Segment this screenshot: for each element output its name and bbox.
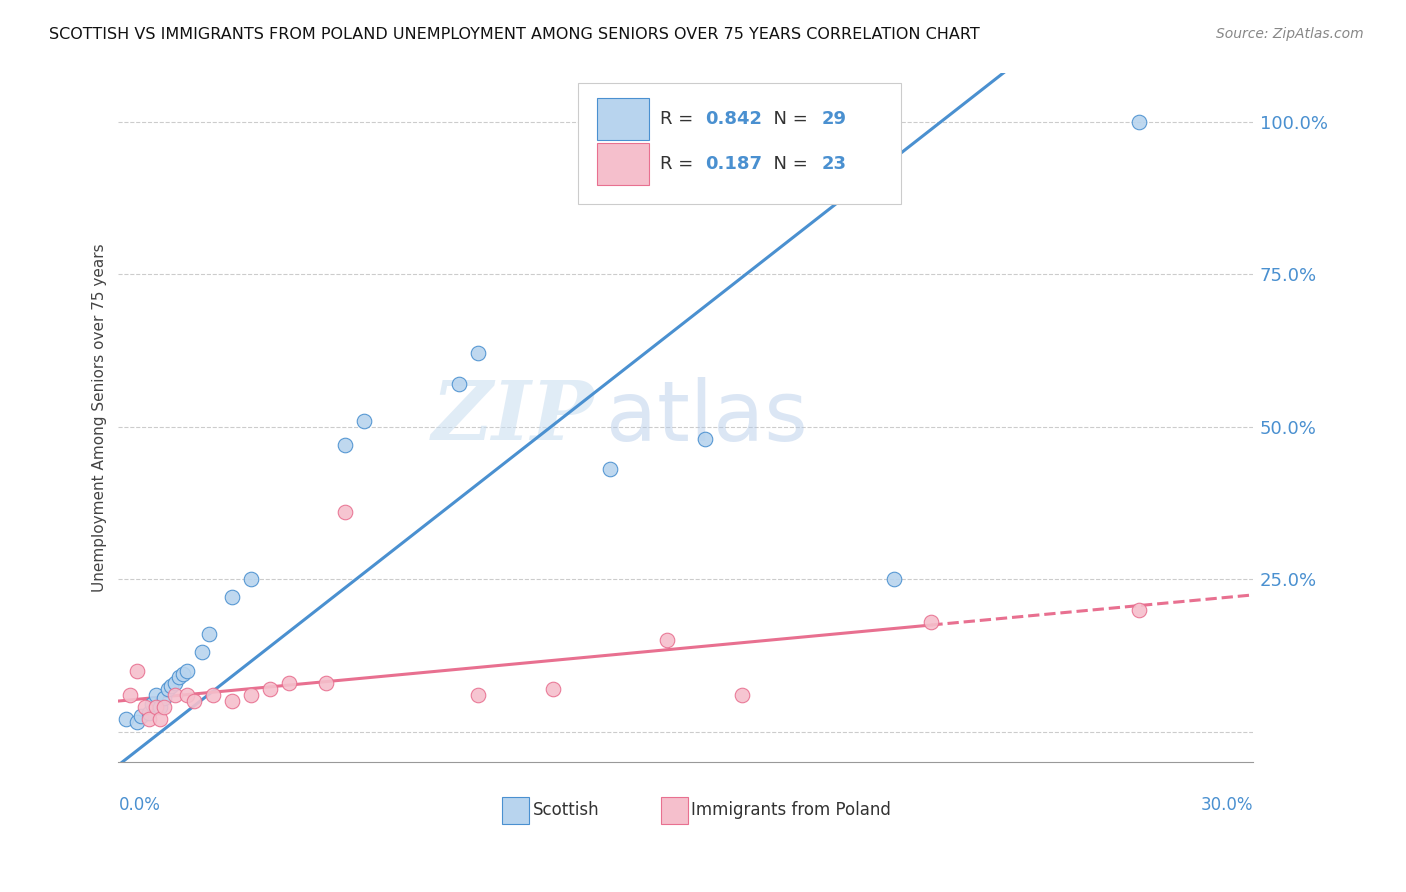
Point [190, 645, 212, 659]
Point [198, 627, 221, 641]
Point [655, 633, 678, 648]
Point [176, 664, 198, 678]
Point [134, 700, 156, 714]
Point [731, 688, 754, 702]
Point [807, 115, 830, 129]
Text: R =: R = [659, 110, 699, 128]
Text: 0.842: 0.842 [704, 110, 762, 128]
Point [825, 115, 848, 129]
Text: R =: R = [659, 155, 704, 173]
Point [183, 694, 205, 708]
FancyBboxPatch shape [598, 98, 650, 140]
Text: ZIP: ZIP [432, 377, 595, 458]
FancyBboxPatch shape [502, 797, 529, 823]
Point [153, 700, 176, 714]
Text: 30.0%: 30.0% [1201, 797, 1253, 814]
Point [883, 572, 905, 586]
FancyBboxPatch shape [598, 143, 650, 185]
Point [141, 697, 163, 711]
Point [165, 688, 187, 702]
Text: Immigrants from Poland: Immigrants from Poland [692, 801, 891, 819]
Point [221, 591, 243, 605]
Text: SCOTTISH VS IMMIGRANTS FROM POLAND UNEMPLOYMENT AMONG SENIORS OVER 75 YEARS CORR: SCOTTISH VS IMMIGRANTS FROM POLAND UNEMP… [49, 27, 980, 42]
Point [467, 688, 489, 702]
Point [693, 432, 716, 446]
Point [118, 688, 141, 702]
Point [335, 438, 357, 452]
Point [138, 712, 160, 726]
Text: 23: 23 [821, 155, 846, 173]
Point [335, 505, 357, 519]
Point [160, 679, 183, 693]
Text: 29: 29 [821, 110, 846, 128]
Text: atlas: atlas [606, 377, 808, 458]
Point [129, 709, 152, 723]
Point [201, 688, 224, 702]
Point [353, 413, 375, 427]
Point [145, 688, 167, 702]
Point [149, 700, 172, 714]
Point [1128, 115, 1150, 129]
Point [167, 670, 190, 684]
Text: Scottish: Scottish [533, 801, 599, 819]
Point [127, 664, 149, 678]
Point [920, 615, 942, 629]
Point [277, 675, 299, 690]
Text: N =: N = [762, 110, 813, 128]
Point [165, 675, 187, 690]
Point [176, 688, 198, 702]
FancyBboxPatch shape [578, 83, 901, 204]
Point [543, 681, 565, 696]
Point [599, 462, 621, 476]
Text: 0.187: 0.187 [704, 155, 762, 173]
Point [315, 675, 337, 690]
Text: N =: N = [762, 155, 813, 173]
Point [1128, 602, 1150, 616]
Point [138, 706, 160, 721]
Point [153, 690, 176, 705]
Point [115, 712, 138, 726]
Point [467, 346, 489, 360]
Point [172, 666, 194, 681]
Point [239, 572, 262, 586]
Text: Source: ZipAtlas.com: Source: ZipAtlas.com [1216, 27, 1364, 41]
Point [239, 688, 262, 702]
Point [863, 115, 886, 129]
Point [259, 681, 281, 696]
FancyBboxPatch shape [661, 797, 688, 823]
Text: 0.0%: 0.0% [118, 797, 160, 814]
Point [221, 694, 243, 708]
Point [149, 712, 172, 726]
Point [447, 376, 470, 391]
Point [145, 700, 167, 714]
Y-axis label: Unemployment Among Seniors over 75 years: Unemployment Among Seniors over 75 years [93, 244, 107, 591]
Point [156, 681, 179, 696]
Point [127, 715, 149, 730]
